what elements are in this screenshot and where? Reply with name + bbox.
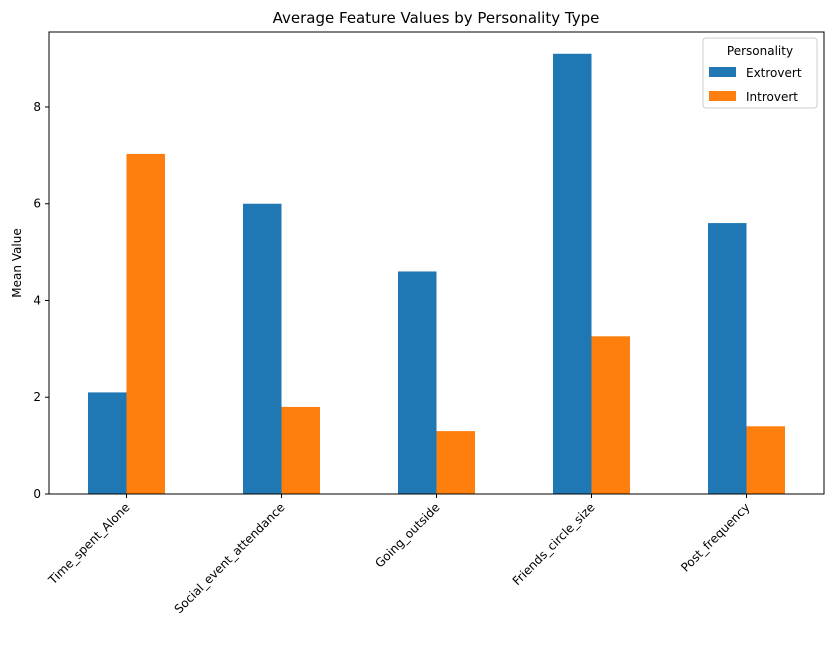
y-tick-label: 8	[33, 100, 41, 114]
legend-swatch-extrovert	[709, 67, 736, 77]
y-axis-label: Mean Value	[10, 228, 24, 297]
y-tick-label: 4	[33, 293, 41, 307]
bar-extrovert-time-spent-alone	[88, 392, 127, 494]
legend: Personality Extrovert Introvert	[702, 37, 818, 109]
x-tick-label: Time_spent_Alone	[45, 500, 133, 588]
x-tick-label: Friends_circle_size	[510, 500, 598, 588]
y-tick-label: 2	[33, 390, 41, 404]
legend-label-introvert: Introvert	[746, 90, 798, 104]
x-tick-label: Social_event_attendance	[172, 500, 288, 616]
y-tick-label: 0	[33, 487, 41, 501]
bar-introvert-post-frequency	[746, 426, 785, 494]
legend-swatch-introvert	[709, 91, 736, 101]
bar-introvert-going-outside	[436, 431, 475, 494]
y-tick-label: 6	[33, 197, 41, 211]
bar-extrovert-social-event-attendance	[243, 203, 282, 494]
x-tick-label: Post_frequency	[678, 500, 752, 574]
bar-introvert-friends-circle-size	[591, 336, 630, 494]
legend-label-extrovert: Extrovert	[746, 66, 802, 80]
bars-layer	[88, 53, 785, 495]
bar-extrovert-post-frequency	[708, 223, 747, 495]
legend-box	[702, 37, 818, 109]
chart-title: Average Feature Values by Personality Ty…	[273, 9, 600, 27]
bar-introvert-time-spent-alone	[126, 153, 165, 494]
x-tick-label: Going_outside	[372, 500, 442, 570]
bar-introvert-social-event-attendance	[281, 406, 320, 494]
legend-title: Personality	[727, 44, 793, 58]
bar-extrovert-friends-circle-size	[553, 53, 592, 495]
bar-extrovert-going-outside	[398, 271, 437, 494]
